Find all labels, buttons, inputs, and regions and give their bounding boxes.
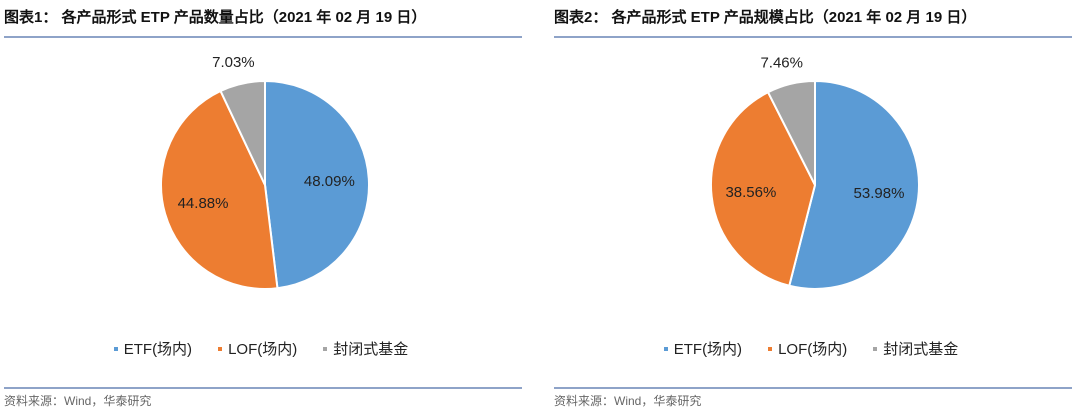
chart-panel-count: 图表1： 各产品形式 ETP 产品数量占比（2021 年 02 月 19 日） … — [0, 0, 522, 410]
data-label: 53.98% — [854, 185, 905, 202]
pie-slice-2 — [219, 79, 266, 186]
legend-item: 封闭式基金 — [323, 338, 408, 359]
legend-label: 封闭式基金 — [883, 341, 959, 358]
legend-label: LOF(场内) — [228, 341, 298, 358]
legend-swatch — [768, 346, 773, 351]
data-label: 48.09% — [304, 173, 355, 190]
pie-slice-1 — [160, 89, 279, 290]
chart-title: 图表1： 各产品形式 ETP 产品数量占比（2021 年 02 月 19 日） — [4, 9, 427, 26]
legend-label: 封闭式基金 — [333, 341, 409, 358]
pie-slice-0 — [264, 79, 370, 290]
pie-chart: 48.09% 44.88% 7.03% — [160, 54, 370, 290]
pie-slice-0 — [788, 79, 920, 290]
pie-slice-2 — [766, 79, 816, 186]
data-label: 38.56% — [725, 184, 776, 201]
legend-swatch — [663, 346, 668, 351]
legend-item: LOF(场内) — [218, 338, 297, 359]
divider — [554, 36, 1072, 38]
divider — [4, 387, 522, 389]
legend-label: ETF(场内) — [673, 341, 743, 358]
legend: ETF(场内) LOF(场内) 封闭式基金 — [0, 338, 522, 359]
divider — [554, 387, 1072, 389]
data-label: 44.88% — [178, 195, 229, 212]
legend-item: LOF(场内) — [768, 338, 847, 359]
legend-swatch — [218, 346, 223, 351]
divider — [4, 36, 522, 38]
pie-slice-1 — [710, 90, 817, 287]
legend-label: LOF(场内) — [778, 341, 848, 358]
data-label: 7.03% — [212, 54, 255, 71]
legend-label: ETF(场内) — [123, 341, 193, 358]
source-note: 资料来源：Wind，华泰研究 — [4, 394, 152, 408]
legend: ETF(场内) LOF(场内) 封闭式基金 — [550, 338, 1072, 359]
legend-swatch — [873, 346, 878, 351]
legend-item: ETF(场内) — [663, 338, 743, 359]
legend-swatch — [323, 346, 328, 351]
source-note: 资料来源：Wind，华泰研究 — [554, 394, 702, 408]
legend-item: 封闭式基金 — [873, 338, 958, 359]
pie-chart: 53.98% 38.56% 7.46% — [710, 54, 920, 290]
data-label: 7.46% — [760, 54, 803, 71]
legend-swatch — [113, 346, 118, 351]
chart-title: 图表2： 各产品形式 ETP 产品规模占比（2021 年 02 月 19 日） — [554, 9, 977, 26]
chart-panel-scale: 图表2： 各产品形式 ETP 产品规模占比（2021 年 02 月 19 日） … — [550, 0, 1072, 410]
legend-item: ETF(场内) — [113, 338, 193, 359]
